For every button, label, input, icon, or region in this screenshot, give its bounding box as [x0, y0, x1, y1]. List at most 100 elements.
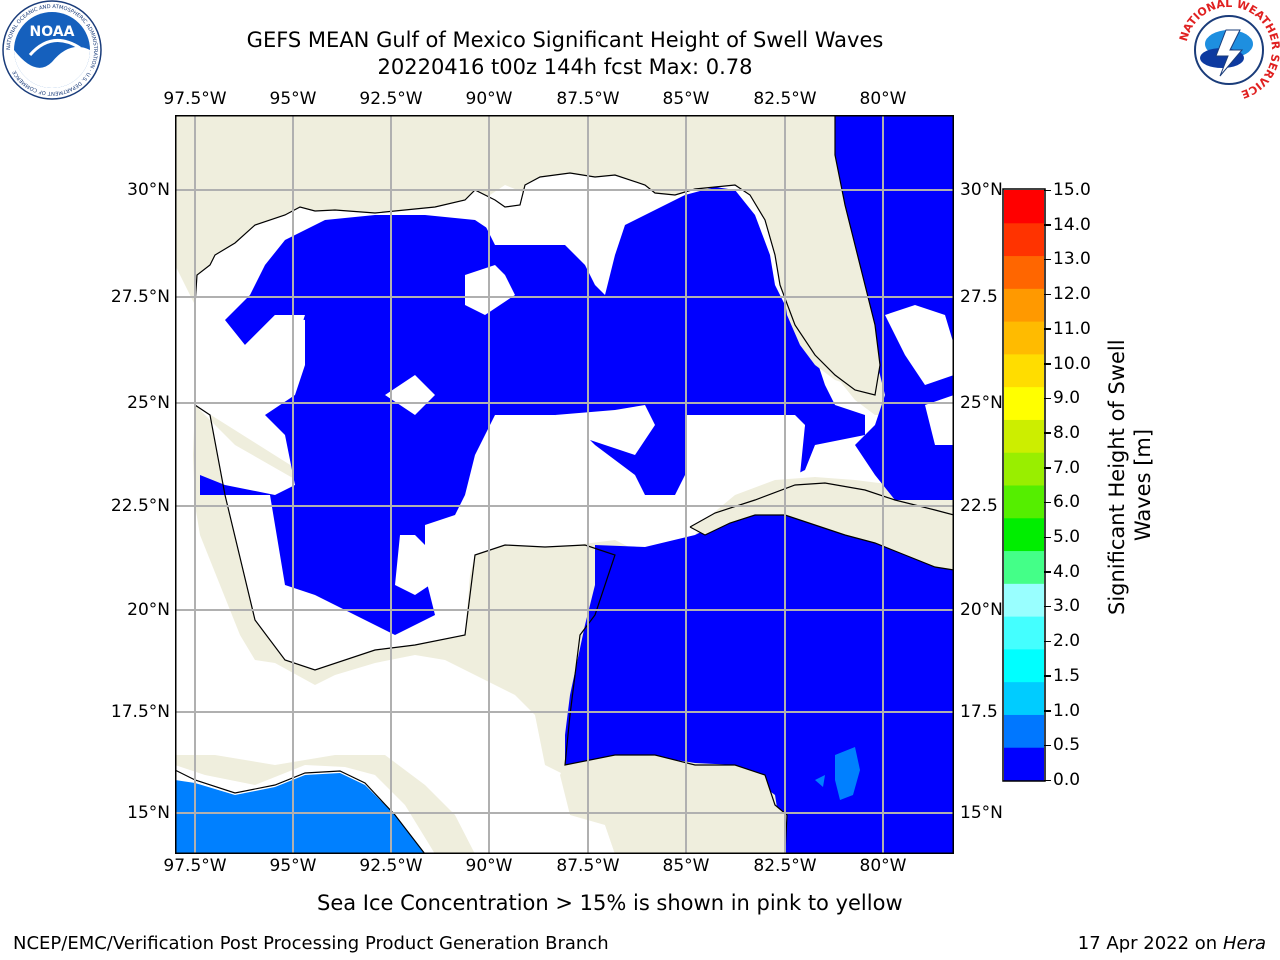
masked-hole-e [385, 375, 435, 415]
colorbar-tick-mark [1044, 293, 1051, 296]
footer-right: 17 Apr 2022 on Hera [1078, 933, 1266, 954]
colorbar-tick-label: 12.0 [1053, 284, 1091, 305]
colorbar-segment [1004, 485, 1044, 519]
colorbar-segment [1004, 190, 1044, 224]
lat-tick-right: 17.5 [960, 702, 998, 722]
coastline-mexico [194, 305, 788, 854]
colorbar-tick-mark [1044, 432, 1051, 434]
colorbar-tick-label: 0.5 [1053, 735, 1081, 756]
lat-tick-right: 22.5 [960, 496, 998, 516]
colorbar-tick-mark [1044, 501, 1051, 504]
masked-hole-g [245, 315, 305, 415]
lon-tick-top: 90°W [465, 89, 513, 109]
colorbar-tick-mark [1044, 536, 1051, 539]
colorbar-tick-label: 15.0 [1053, 180, 1091, 200]
lon-tick-bottom: 82.5°W [753, 856, 817, 876]
colorbar-tick-mark [1044, 189, 1051, 191]
colorbar-tick-label: 5.0 [1053, 527, 1081, 548]
lon-tick-top: 92.5°W [359, 89, 423, 109]
noaa-logo: NOAA NATIONAL OCEANIC AND ATMOSPHERIC AD… [2, 0, 102, 100]
lon-tick-top: 85°W [662, 89, 710, 109]
lat-tick-left: 25°N [127, 393, 170, 413]
masked-hole-c [685, 415, 805, 505]
lon-tick-top: 80°W [859, 89, 907, 109]
colorbar-segment [1004, 353, 1044, 388]
colorbar-segment [1004, 452, 1044, 486]
lat-tick-left: 20°N [127, 600, 170, 620]
lat-tick-right: 15°N [960, 803, 1003, 823]
lon-tick-top: 95°W [269, 89, 317, 109]
colorbar-segment [1004, 419, 1044, 453]
colorbar-tick-label: 8.0 [1053, 422, 1081, 443]
lat-tick-left: 17.5°N [110, 702, 170, 722]
lon-tick-bottom: 95°W [269, 856, 317, 876]
colorbar-tick-mark [1044, 397, 1051, 400]
map-frame [175, 115, 954, 854]
noaa-logo-text: NOAA [30, 24, 75, 40]
lat-tick-right: 20°N [960, 600, 1003, 620]
colorbar-tick-label: 11.0 [1053, 318, 1091, 339]
colorbar-tick-mark [1044, 710, 1051, 712]
lon-tick-bottom: 92.5°W [359, 856, 423, 876]
lon-tick-bottom: 80°W [859, 856, 907, 876]
lon-tick-top: 82.5°W [753, 89, 817, 109]
nws-logo: NATIONAL WEATHER SERVICE [1178, 0, 1280, 100]
colorbar-segment [1004, 288, 1044, 322]
colorbar-label-line1: Significant Height of Swell [1105, 339, 1129, 615]
colorbar-tick-mark [1044, 640, 1051, 643]
colorbar-segment [1004, 222, 1044, 257]
colorbar-frame [1002, 188, 1046, 782]
colorbar-tick-label: 0.0 [1053, 770, 1081, 790]
footer-left: NCEP/EMC/Verification Post Processing Pr… [13, 933, 609, 954]
colorbar-segment [1004, 550, 1044, 584]
colorbar-segment [1004, 583, 1044, 617]
colorbar-segment [1004, 616, 1044, 650]
colorbar-segment [1004, 747, 1044, 781]
masked-hole-f [395, 535, 435, 595]
lat-tick-left: 22.5°N [110, 496, 170, 516]
colorbar-tick-mark [1044, 224, 1051, 226]
lat-tick-left: 27.5°N [110, 287, 170, 307]
colorbar-tick-mark [1044, 363, 1051, 365]
colorbar-tick-mark [1044, 605, 1051, 608]
colorbar-tick-mark [1044, 467, 1051, 469]
colorbar-label-line2: Waves [m] [1131, 428, 1155, 542]
colorbar-tick-label: 3.0 [1053, 596, 1081, 617]
lat-tick-left: 15°N [127, 803, 170, 823]
colorbar-segment [1004, 648, 1044, 683]
masked-hole-b [555, 405, 655, 455]
map-title: GEFS MEAN Gulf of Mexico Significant Hei… [246, 28, 884, 52]
colorbar-tick-label: 6.0 [1053, 492, 1081, 513]
gridlines [175, 115, 954, 854]
colorbar-tick-label: 1.5 [1053, 665, 1081, 686]
atlantic-masked [925, 395, 954, 445]
lon-tick-bottom: 97.5°W [163, 856, 227, 876]
swell-region-gulf [200, 187, 865, 635]
map-subtitle: 20220416 t00z 144h fcst Max: 0.78 [377, 55, 753, 79]
colorbar [1002, 188, 1046, 782]
colorbar-tick-label: 14.0 [1053, 214, 1091, 235]
colorbar-tick-mark [1044, 258, 1051, 261]
lat-tick-right: 25°N [960, 393, 1003, 413]
colorbar-segment [1004, 255, 1044, 289]
cuba-land [690, 483, 954, 570]
lon-tick-top: 97.5°W [163, 89, 227, 109]
colorbar-tick-label: 1.0 [1053, 700, 1081, 721]
footer-date: 17 Apr 2022 on [1077, 933, 1223, 954]
colorbar-tick-mark [1044, 744, 1051, 747]
colorbar-tick-label: 13.0 [1053, 249, 1091, 270]
colorbar-tick-mark [1044, 328, 1051, 330]
coastline-pacific [175, 769, 426, 854]
lat-tick-right: 27.5 [960, 287, 998, 307]
colorbar-tick-label: 7.0 [1053, 457, 1081, 478]
sea-ice-note: Sea Ice Concentration > 15% is shown in … [317, 891, 903, 915]
colorbar-tick-label: 2.0 [1053, 631, 1081, 652]
colorbar-tick-mark [1044, 675, 1051, 677]
lat-tick-left: 30°N [127, 180, 170, 200]
florida-land [735, 115, 880, 395]
colorbar-tick-label: 10.0 [1053, 353, 1091, 374]
colorbar-label: Significant Height of Swell Waves [m] [1104, 339, 1156, 615]
map-panel [175, 115, 954, 854]
lon-tick-bottom: 87.5°W [556, 856, 620, 876]
colorbar-segment [1004, 386, 1044, 420]
